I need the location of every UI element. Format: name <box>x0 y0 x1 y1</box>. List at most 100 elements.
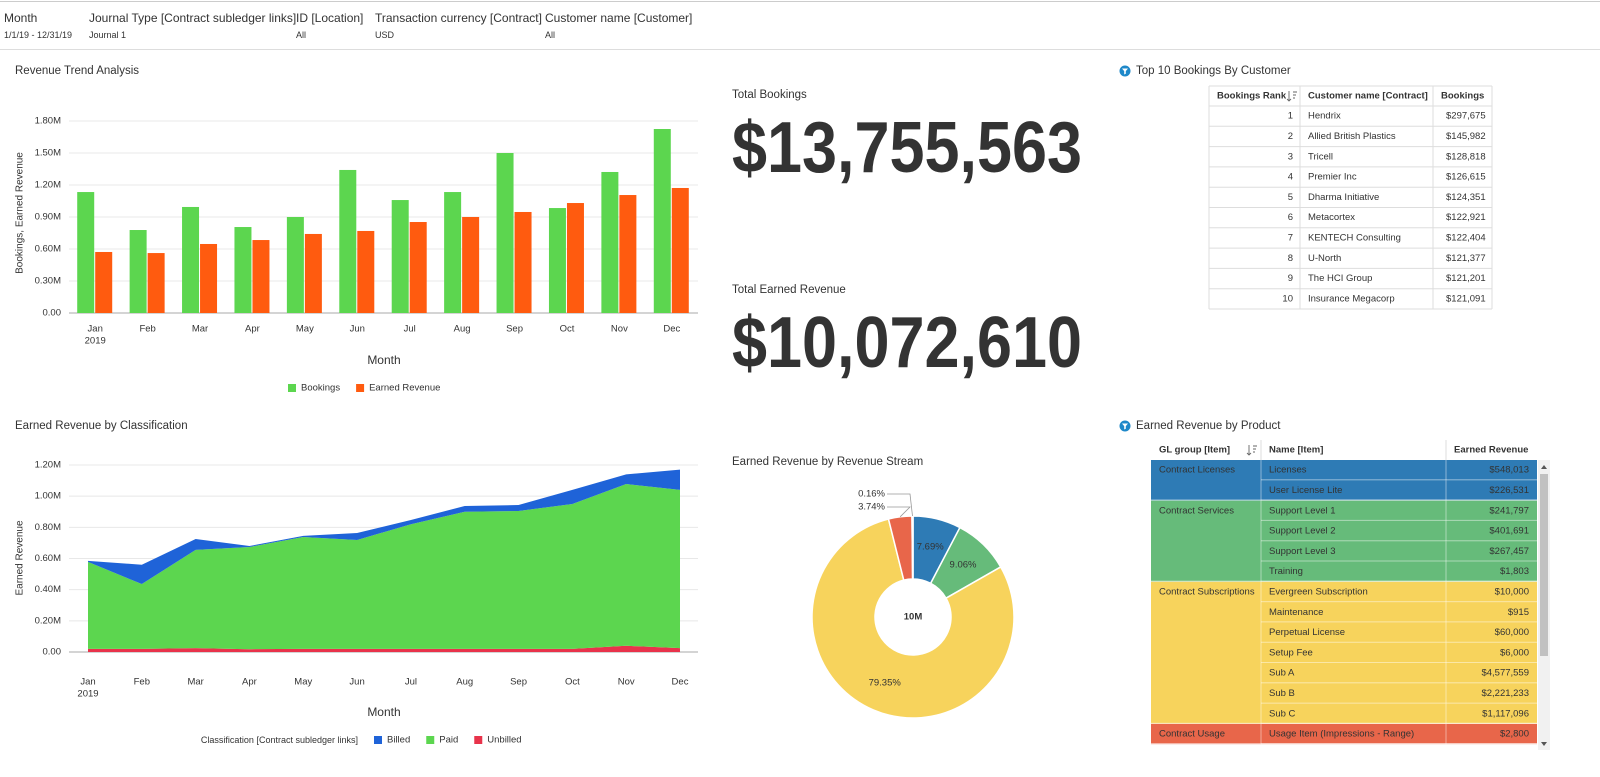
bar[interactable] <box>129 230 147 313</box>
area[interactable] <box>88 484 680 650</box>
y-tick-label: 0.30M <box>35 276 61 287</box>
pie-slice[interactable] <box>911 515 914 580</box>
filter-icon <box>1119 65 1131 77</box>
filter-label[interactable]: Customer name [Customer] <box>545 11 692 25</box>
cell: Allied British Plastics <box>1308 131 1396 142</box>
column-header[interactable]: Customer name [Contract] <box>1308 91 1428 102</box>
cell: The HCI Group <box>1308 273 1372 284</box>
legend-label[interactable]: Bookings <box>301 383 340 394</box>
filter-value[interactable]: All <box>545 30 555 40</box>
y-tick-label: 0.80M <box>35 522 61 533</box>
leader-line <box>887 506 911 518</box>
legend-title: Classification [Contract subledger links… <box>201 735 358 745</box>
slice-label: 79.35% <box>869 678 902 689</box>
y-tick-label: 0.00 <box>43 647 62 658</box>
x-tick-label: Aug <box>456 677 473 688</box>
row[interactable] <box>1261 703 1537 724</box>
bar[interactable] <box>548 208 566 313</box>
x-tick-label: Mar <box>187 677 203 688</box>
group-name: Contract Services <box>1159 505 1234 516</box>
filter-value[interactable]: 1/1/19 - 12/31/19 <box>4 30 72 40</box>
sort-icon[interactable] <box>1286 91 1297 102</box>
pie-slice[interactable] <box>811 518 1015 719</box>
row[interactable] <box>1261 622 1537 643</box>
column-header[interactable]: Bookings Rank <box>1217 91 1287 102</box>
slice-label: 7.69% <box>917 542 944 553</box>
column-header[interactable]: Earned Revenue <box>1454 445 1528 456</box>
bar[interactable] <box>496 153 514 313</box>
legend-swatch <box>474 736 483 744</box>
x-tick-label: Jun <box>349 677 364 688</box>
bar[interactable] <box>77 192 95 313</box>
bar[interactable] <box>252 240 270 313</box>
legend-label[interactable]: Paid <box>439 735 458 746</box>
x-tick-label: Apr <box>242 677 257 688</box>
bar[interactable] <box>200 243 218 313</box>
bar[interactable] <box>95 251 113 313</box>
column-header[interactable]: GL group [Item] <box>1159 445 1230 456</box>
bar[interactable] <box>409 222 427 313</box>
filter-label[interactable]: ID [Location] <box>296 11 363 25</box>
row[interactable] <box>1261 480 1537 501</box>
sort-icon[interactable] <box>1246 445 1257 456</box>
bar[interactable] <box>286 217 304 313</box>
filter-value[interactable]: All <box>296 30 306 40</box>
row[interactable] <box>1261 723 1537 745</box>
cell: Maintenance <box>1269 607 1323 618</box>
cell: U-North <box>1308 253 1341 264</box>
filter-value[interactable]: Journal 1 <box>89 30 126 40</box>
x-tick-label: Nov <box>611 324 628 335</box>
filter-label[interactable]: Transaction currency [Contract] <box>375 11 542 25</box>
area[interactable] <box>88 469 680 585</box>
filter-value[interactable]: USD <box>375 30 395 40</box>
x-tick-label: May <box>296 324 314 335</box>
scrollbar[interactable] <box>1538 460 1550 750</box>
legend-label[interactable]: Unbilled <box>487 735 521 746</box>
cell: KENTECH Consulting <box>1308 232 1401 243</box>
leader-line <box>887 493 913 517</box>
cell: User License Lite <box>1269 485 1342 496</box>
filter-label[interactable]: Month <box>4 11 37 25</box>
row[interactable] <box>1261 602 1537 623</box>
cell: 10 <box>1282 293 1293 304</box>
row[interactable] <box>1261 541 1537 562</box>
cell: 8 <box>1288 253 1293 264</box>
bar[interactable] <box>234 227 252 313</box>
bar[interactable] <box>147 253 165 313</box>
bar[interactable] <box>653 129 671 313</box>
row[interactable] <box>1261 581 1537 603</box>
bar[interactable] <box>566 203 584 313</box>
bar[interactable] <box>601 171 619 313</box>
area-layers <box>88 469 680 652</box>
chart-title: Revenue Trend Analysis <box>15 65 139 77</box>
bar[interactable] <box>357 230 375 313</box>
cell: Sub A <box>1269 668 1295 679</box>
row[interactable] <box>1261 520 1537 542</box>
bar[interactable] <box>304 233 322 313</box>
x-tick-label: May <box>294 677 312 688</box>
y-tick-label: 0.60M <box>35 553 61 564</box>
legend-label[interactable]: Earned Revenue <box>369 383 440 394</box>
legend-label[interactable]: Billed <box>387 735 410 746</box>
row[interactable] <box>1261 663 1537 684</box>
row[interactable] <box>1261 642 1537 663</box>
row[interactable] <box>1261 460 1537 481</box>
filter-icon <box>1119 420 1131 432</box>
area[interactable] <box>88 645 680 652</box>
column-header[interactable]: Name [Item] <box>1269 445 1323 456</box>
bar[interactable] <box>619 195 637 313</box>
bar[interactable] <box>514 211 532 313</box>
bar[interactable] <box>444 192 462 313</box>
bar[interactable] <box>339 169 357 313</box>
bar[interactable] <box>182 206 200 313</box>
bar[interactable] <box>462 217 480 313</box>
column-header[interactable]: Bookings <box>1441 91 1484 102</box>
filter-label[interactable]: Journal Type [Contract subledger links] <box>89 11 296 25</box>
row[interactable] <box>1261 500 1537 521</box>
row[interactable] <box>1261 683 1537 704</box>
bar[interactable] <box>391 200 409 313</box>
bar[interactable] <box>671 187 689 313</box>
y-tick-label: 0.20M <box>35 615 61 626</box>
row[interactable] <box>1261 561 1537 582</box>
y-tick-label: 0.90M <box>35 212 61 223</box>
